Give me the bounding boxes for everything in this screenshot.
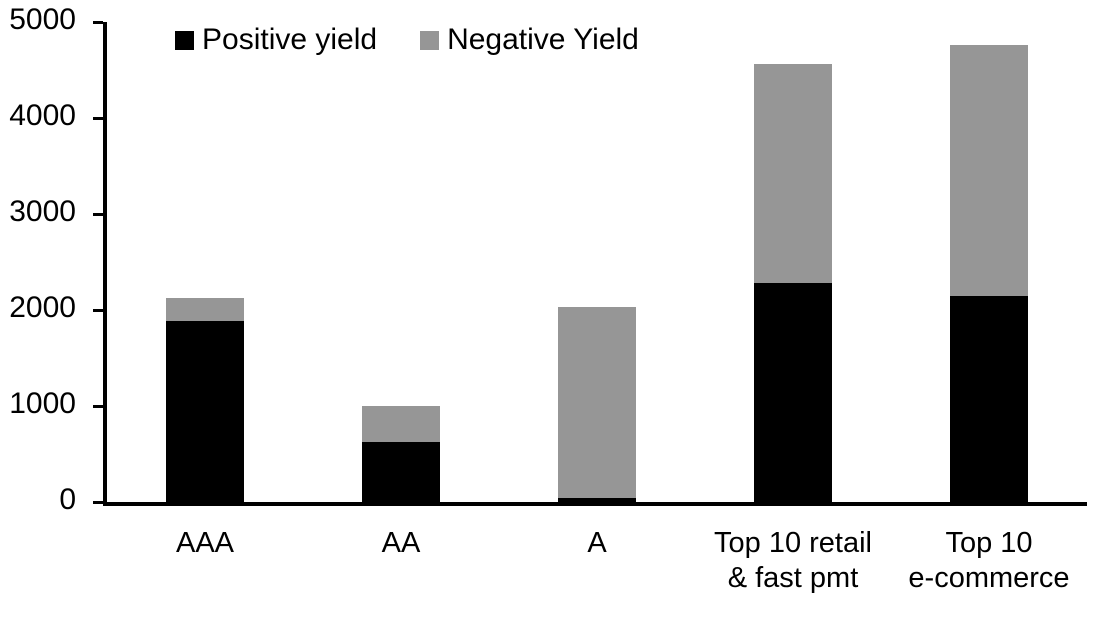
y-tick-label: 2000 [9,291,76,324]
y-tick-mark [93,116,103,120]
x-axis-label: AA [381,527,421,559]
bar-segment-positive-yield [362,442,440,502]
plot-area [93,20,1087,506]
y-tick-mark [93,308,103,312]
x-axis-label: A [587,527,607,559]
y-tick-label: 5000 [9,3,76,36]
bar-segment-positive-yield [166,320,244,502]
y-tick-mark [93,212,103,216]
legend: Positive yield Negative Yield [175,25,639,55]
bar-segment-positive-yield [754,283,832,502]
legend-label-negative-yield: Negative Yield [447,23,639,56]
legend-item-negative-yield: Negative Yield [420,25,639,55]
bar-segment-negative-yield [362,406,440,443]
y-tick-mark [93,20,103,24]
negative-yield-swatch-icon [420,30,440,50]
y-tick-label: 4000 [9,99,76,132]
bar-segment-positive-yield [558,497,636,502]
bar-segment-negative-yield [754,64,832,284]
bar-segment-negative-yield [166,298,244,321]
x-axis-label: AAA [175,527,235,559]
y-tick-mark [93,500,103,504]
legend-label-positive-yield: Positive yield [202,23,378,56]
legend-item-positive-yield: Positive yield [175,25,377,55]
y-tick-mark [93,404,103,408]
x-axis-label: Top 10 retail & fast pmt [714,527,872,594]
y-tick-label: 3000 [9,195,76,228]
y-tick-label: 0 [59,483,76,516]
bar-segment-negative-yield [558,307,636,498]
bar-segment-negative-yield [950,45,1028,296]
bar-segment-positive-yield [950,295,1028,502]
y-tick-label: 1000 [9,387,76,420]
positive-yield-swatch-icon [175,30,194,50]
x-axis-label: Top 10 e-commerce [908,527,1070,594]
